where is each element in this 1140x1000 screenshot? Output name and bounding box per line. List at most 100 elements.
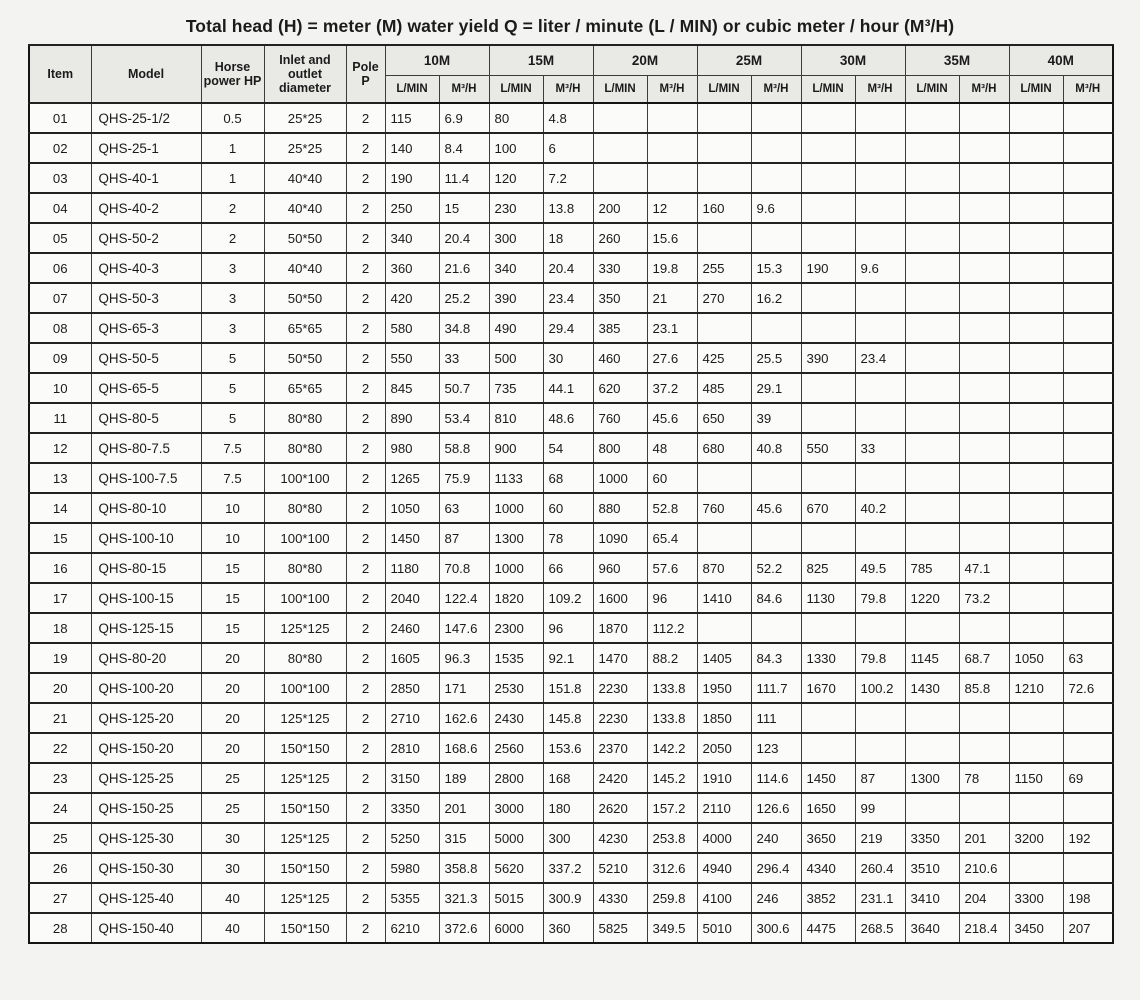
cell-pole: 2: [345, 762, 385, 793]
cell-hp: 10: [200, 522, 264, 553]
page: Total head (H) = meter (M) water yield Q…: [0, 16, 1140, 1000]
cell-pole: 2: [345, 492, 385, 523]
cell-pole: 2: [345, 432, 385, 463]
cell-m3h: 337.2: [542, 852, 593, 883]
cell-m3h: [958, 702, 1009, 733]
cell-pole: 2: [345, 582, 385, 613]
col-group-25m: 25M: [696, 44, 801, 76]
cell-diameter: 25*25: [263, 132, 346, 163]
cell-lmin: 845: [384, 372, 439, 403]
cell-lmin: 5620: [488, 852, 543, 883]
cell-model: QHS-65-3: [90, 312, 201, 343]
cell-lmin: [904, 732, 959, 763]
cell-lmin: 3510: [904, 852, 959, 883]
cell-diameter: 50*50: [263, 282, 346, 313]
cell-m3h: 84.3: [750, 642, 801, 673]
cell-m3h: 201: [958, 822, 1009, 853]
cell-m3h: [958, 492, 1009, 523]
cell-lmin: 3650: [800, 822, 855, 853]
cell-m3h: [958, 282, 1009, 313]
cell-m3h: 300.9: [542, 882, 593, 913]
cell-lmin: 1910: [696, 762, 751, 793]
cell-m3h: [854, 282, 905, 313]
cell-lmin: [592, 162, 647, 193]
cell-m3h: [854, 522, 905, 553]
col-subheader-m3h: M³/H: [958, 75, 1009, 104]
cell-m3h: 6: [542, 132, 593, 163]
cell-m3h: 360: [542, 912, 593, 943]
table-row: 01 QHS-25-1/2 0.5 25*25 2 115 6.9 80 4.8: [28, 102, 1113, 133]
cell-m3h: 52.2: [750, 552, 801, 583]
cell-lmin: [800, 102, 855, 133]
cell-diameter: 25*25: [263, 102, 346, 133]
table-row: 22 QHS-150-20 20 150*150 2 2810 168.6 2560 153.6…: [28, 732, 1113, 763]
cell-lmin: 810: [488, 402, 543, 433]
cell-m3h: 145.2: [646, 762, 697, 793]
cell-lmin: [1008, 582, 1063, 613]
cell-lmin: [904, 162, 959, 193]
cell-item: 02: [28, 132, 91, 163]
cell-lmin: 190: [384, 162, 439, 193]
cell-m3h: 168: [542, 762, 593, 793]
cell-m3h: [958, 222, 1009, 253]
cell-m3h: [1062, 342, 1113, 373]
cell-diameter: 150*150: [263, 852, 346, 883]
cell-m3h: 29.4: [542, 312, 593, 343]
cell-lmin: 735: [488, 372, 543, 403]
cell-lmin: 3350: [904, 822, 959, 853]
cell-lmin: [904, 792, 959, 823]
table-row: 21 QHS-125-20 20 125*125 2 2710 162.6 2430 145.8…: [28, 702, 1113, 733]
cell-lmin: [592, 102, 647, 133]
cell-item: 09: [28, 342, 91, 373]
cell-lmin: 2370: [592, 732, 647, 763]
table-row: 12 QHS-80-7.5 7.5 80*80 2 980 58.8 900 54 800 48 68…: [28, 432, 1113, 463]
cell-m3h: [1062, 132, 1113, 163]
cell-hp: 40: [200, 882, 264, 913]
cell-lmin: 5250: [384, 822, 439, 853]
cell-lmin: 3300: [1008, 882, 1063, 913]
cell-lmin: 4940: [696, 852, 751, 883]
col-group-40m: 40M: [1008, 44, 1113, 76]
cell-lmin: 5980: [384, 852, 439, 883]
cell-m3h: 133.8: [646, 672, 697, 703]
cell-lmin: [1008, 132, 1063, 163]
cell-lmin: 255: [696, 252, 751, 283]
cell-lmin: 890: [384, 402, 439, 433]
cell-m3h: 53.4: [438, 402, 489, 433]
cell-m3h: [1062, 792, 1113, 823]
cell-lmin: [1008, 342, 1063, 373]
cell-m3h: 69: [1062, 762, 1113, 793]
cell-lmin: 580: [384, 312, 439, 343]
cell-pole: 2: [345, 732, 385, 763]
cell-m3h: 312.6: [646, 852, 697, 883]
cell-m3h: 153.6: [542, 732, 593, 763]
cell-lmin: 3200: [1008, 822, 1063, 853]
table-row: 13 QHS-100-7.5 7.5 100*100 2 1265 75.9 1133 68 10…: [28, 462, 1113, 493]
cell-pole: 2: [345, 402, 385, 433]
cell-lmin: [696, 462, 751, 493]
cell-lmin: [1008, 432, 1063, 463]
col-group-35m: 35M: [904, 44, 1009, 76]
cell-m3h: [958, 432, 1009, 463]
cell-pole: 2: [345, 462, 385, 493]
cell-m3h: [1062, 252, 1113, 283]
cell-m3h: [958, 462, 1009, 493]
table-row: 16 QHS-80-15 15 80*80 2 1180 70.8 1000 66 960 57.6…: [28, 552, 1113, 583]
cell-lmin: 340: [488, 252, 543, 283]
cell-lmin: 1405: [696, 642, 751, 673]
cell-hp: 15: [200, 552, 264, 583]
cell-m3h: 100.2: [854, 672, 905, 703]
cell-lmin: 2460: [384, 612, 439, 643]
table-row: 05 QHS-50-2 2 50*50 2 340 20.4 300 18 260 15.6: [28, 222, 1113, 253]
cell-lmin: [696, 132, 751, 163]
cell-m3h: 6.9: [438, 102, 489, 133]
table-row: 15 QHS-100-10 10 100*100 2 1450 87 1300 78 1090 65…: [28, 522, 1113, 553]
cell-lmin: 460: [592, 342, 647, 373]
cell-m3h: 372.6: [438, 912, 489, 943]
cell-lmin: 620: [592, 372, 647, 403]
cell-m3h: [958, 732, 1009, 763]
cell-m3h: 201: [438, 792, 489, 823]
cell-m3h: 49.5: [854, 552, 905, 583]
cell-lmin: [904, 522, 959, 553]
cell-model: QHS-100-20: [90, 672, 201, 703]
